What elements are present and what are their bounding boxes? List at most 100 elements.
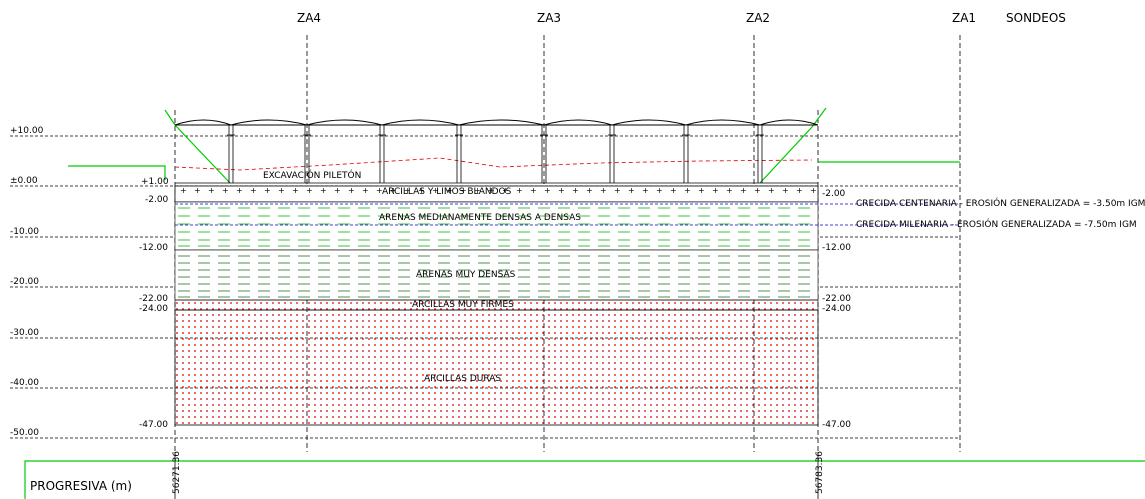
level-label: -47.00 [822, 420, 851, 430]
plus-mark: + [768, 186, 775, 195]
plus-mark: + [460, 186, 467, 195]
borehole-labels: ZA4 ZA3 ZA2 ZA1 SONDEOS [297, 11, 1066, 25]
dense-sand-dashes [178, 255, 815, 298]
progressive-label: PROGRESIVA (m) [30, 479, 132, 493]
plus-mark: + [376, 186, 383, 195]
plus-mark: + [600, 186, 607, 195]
borehole-label-za1: ZA1 [952, 11, 976, 25]
plus-mark: + [726, 186, 733, 195]
plus-mark: + [194, 186, 201, 195]
elev-label: ±0.00 [10, 176, 38, 186]
progressive-end: 56783.36 [815, 451, 825, 494]
elev-label: -40.00 [10, 378, 39, 388]
level-label: -12.00 [822, 243, 851, 253]
level-label: -24.00 [139, 304, 168, 314]
plus-mark: + [698, 186, 705, 195]
plus-mark: + [628, 186, 635, 195]
pier [608, 125, 616, 183]
pier [756, 125, 764, 183]
hard-clays-label: ARCILLAS DURAS [424, 374, 501, 384]
plus-mark: + [544, 186, 551, 195]
millennial-flood-note: CRECIDA MILENARIA - EROSIÓN GENERALIZADA… [856, 218, 1137, 230]
plus-mark: + [614, 186, 621, 195]
plus-mark: + [236, 186, 243, 195]
flood-notes: CRECIDA CENTENARIA - EROSIÓN GENERALIZAD… [856, 197, 1145, 230]
plus-mark: + [362, 186, 369, 195]
level-label: -24.00 [822, 304, 851, 314]
elev-label: +10.00 [10, 126, 44, 136]
firm-clays-label: ARCILLAS MUY FIRMES [412, 300, 514, 310]
plus-mark: + [264, 186, 271, 195]
elev-label: -50.00 [10, 428, 39, 438]
plus-mark: + [222, 186, 229, 195]
plus-mark: + [390, 186, 397, 195]
elev-label: -30.00 [10, 328, 39, 338]
excavation-label: EXCAVACIÓN PILETÓN [263, 169, 361, 181]
plus-mark: + [810, 186, 817, 195]
pier [227, 125, 235, 183]
borehole-label-za3: ZA3 [537, 11, 561, 25]
plus-mark: + [208, 186, 215, 195]
plus-mark: + [306, 186, 313, 195]
medium-sands-label: ARENAS MEDIANAMENTE DENSAS A DENSAS [379, 213, 581, 223]
ground-lines [68, 107, 960, 184]
left-level-labels: +1.00 -2.00 -12.00 -22.00 -24.00 -47.00 [139, 177, 169, 430]
plus-mark: + [656, 186, 663, 195]
soft-clays-label: ARCILLAS Y LIMOS BLANDOS [382, 187, 512, 197]
pier [682, 125, 690, 183]
level-label: -47.00 [139, 420, 168, 430]
level-label: -22.00 [822, 294, 851, 304]
erosion-lines [175, 203, 960, 226]
plus-mark: + [502, 186, 509, 195]
plus-mark: + [250, 186, 257, 195]
plus-mark: + [670, 186, 677, 195]
strata-labels: EXCAVACIÓN PILETÓN ARCILLAS Y LIMOS BLAN… [263, 169, 581, 384]
level-label: +1.00 [141, 177, 169, 187]
plus-mark: + [740, 186, 747, 195]
plus-mark: + [180, 186, 187, 195]
soft-clay-marks: + + + + + + + + + + + + + + + + + + + + + + + + + + + + + + + + + + + + + + + +… [180, 186, 817, 195]
pier [455, 125, 463, 183]
pier [303, 125, 311, 183]
centennial-flood-note: CRECIDA CENTENARIA - EROSIÓN GENERALIZAD… [856, 197, 1145, 209]
plus-mark: + [432, 186, 439, 195]
plus-mark: + [320, 186, 327, 195]
plus-mark: + [292, 186, 299, 195]
strata-fills: + + + + + + + + + + + + + + + + + + + + + + + + + + + + + + + + + + + + + + + +… [174, 185, 819, 426]
medium-sand-dashes [178, 207, 815, 247]
plus-mark: + [446, 186, 453, 195]
sondeos-label: SONDEOS [1006, 11, 1066, 25]
plus-mark: + [586, 186, 593, 195]
plus-mark: + [474, 186, 481, 195]
plus-mark: + [348, 186, 355, 195]
level-label: -2.00 [822, 189, 846, 199]
level-label: -2.00 [145, 195, 169, 205]
progressive-start: 56271.36 [172, 451, 182, 494]
level-label: -22.00 [139, 294, 168, 304]
plus-mark: + [782, 186, 789, 195]
elevation-labels: +10.00 ±0.00 -10.00 -20.00 -30.00 -40.00… [10, 126, 44, 438]
plus-mark: + [334, 186, 341, 195]
borehole-label-za2: ZA2 [746, 11, 770, 25]
plus-mark: + [572, 186, 579, 195]
progressive-band: PROGRESIVA (m) 56271.36 56783.36 [24, 451, 1145, 499]
bridge-piers [227, 125, 764, 183]
borehole-label-za4: ZA4 [297, 11, 321, 25]
plus-mark: + [712, 186, 719, 195]
bridge-deck [174, 119, 819, 183]
plus-mark: + [418, 186, 425, 195]
plus-mark: + [684, 186, 691, 195]
elev-label: -10.00 [10, 227, 39, 237]
elev-label: -20.00 [10, 277, 39, 287]
level-label: -12.00 [139, 243, 168, 253]
dense-sands-label: ARENAS MUY DENSAS [416, 270, 516, 280]
plus-mark: + [796, 186, 803, 195]
plus-mark: + [278, 186, 285, 195]
pier [378, 125, 386, 183]
right-level-labels: -2.00 -12.00 -22.00 -24.00 -47.00 [822, 189, 851, 430]
terrain-dashed-line [174, 157, 813, 171]
pier [540, 125, 548, 183]
plus-mark: + [404, 186, 411, 195]
plus-mark: + [558, 186, 565, 195]
